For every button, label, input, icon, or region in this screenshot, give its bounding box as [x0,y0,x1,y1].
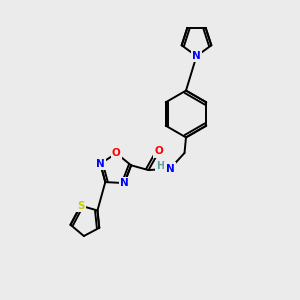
Text: O: O [112,148,121,158]
Text: H: H [156,161,165,171]
Text: N: N [96,159,105,169]
Text: N: N [192,51,201,61]
Text: N: N [166,164,175,174]
Text: S: S [77,201,84,211]
Text: N: N [120,178,129,188]
Text: O: O [154,146,164,157]
